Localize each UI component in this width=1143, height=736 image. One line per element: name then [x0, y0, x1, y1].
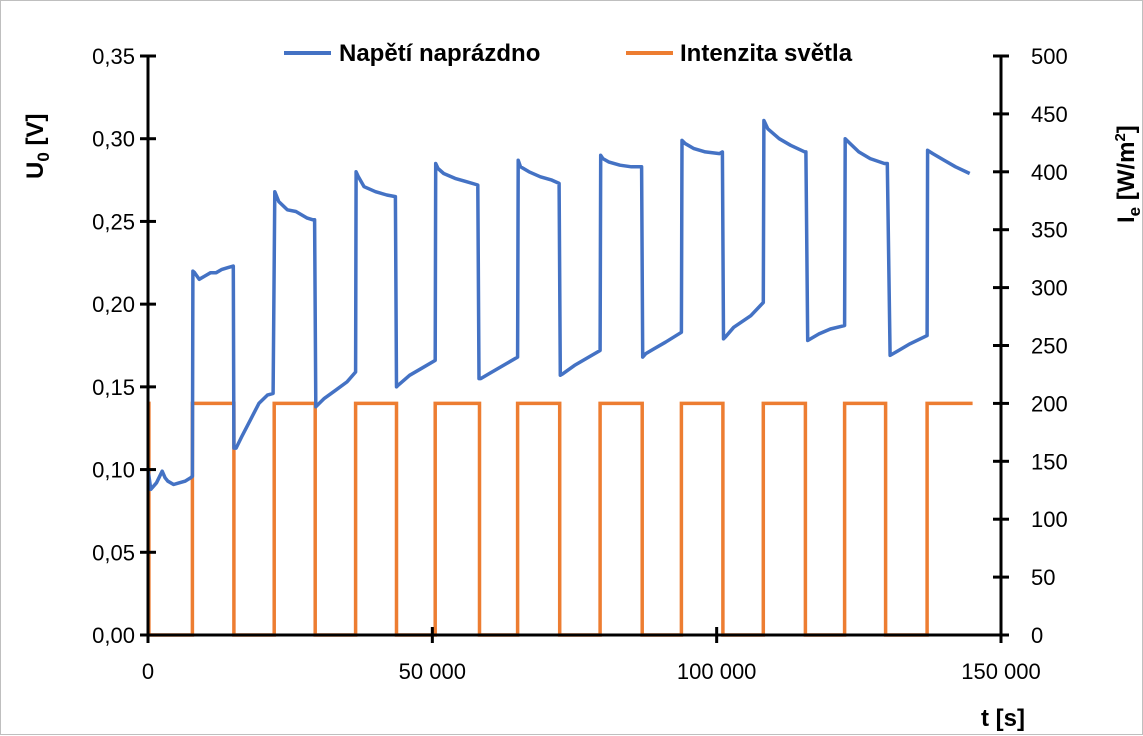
labels-layer: 0,00 0,05 0,10 0,15 0,20 0,25 0,30 0,35 0 50 100 15… [92, 44, 1068, 684]
left-axis-title-sub: 0 [34, 152, 53, 161]
left-tick-label: 0,10 [92, 458, 135, 483]
right-tick-label: 500 [1031, 44, 1068, 69]
series-line-light-intensity [147, 401, 973, 637]
axes-layer [140, 54, 1009, 643]
left-tick-label: 0,05 [92, 540, 135, 565]
right-axis-title-sub: e [1125, 207, 1143, 216]
right-axis-title-end: ] [1113, 125, 1140, 133]
right-axis-title-tail: [W/m [1113, 142, 1140, 207]
right-tick-label: 300 [1031, 276, 1068, 301]
x-tick-label: 100 000 [677, 659, 757, 684]
left-tick-label: 0,25 [92, 209, 135, 234]
left-tick-label: 0,30 [92, 127, 135, 152]
x-axis-title: t [s] [981, 705, 1025, 732]
left-tick-label: 0,35 [92, 44, 135, 69]
x-tick-label: 50 000 [399, 659, 466, 684]
right-tick-label: 100 [1031, 507, 1068, 532]
right-axis-title: Ie [W/m2] [1112, 125, 1143, 223]
right-tick-label: 350 [1031, 218, 1068, 243]
right-tick-label: 200 [1031, 391, 1068, 416]
x-tick-label: 150 000 [961, 659, 1041, 684]
left-axis-title: U0 [V] [22, 114, 53, 179]
right-tick-label: 150 [1031, 449, 1068, 474]
series-line-voltage [146, 118, 971, 492]
right-tick-label: 50 [1031, 565, 1055, 590]
legend: Napětí naprázdno Intenzita světla [284, 40, 853, 67]
left-tick-label: 0,15 [92, 375, 135, 400]
right-tick-label: 0 [1031, 623, 1043, 648]
left-axis-title-main: U [22, 162, 49, 179]
left-axis-title-tail: [V] [22, 114, 49, 153]
right-tick-label: 400 [1031, 160, 1068, 185]
legend-label-voltage: Napětí naprázdno [339, 40, 540, 67]
right-tick-label: 250 [1031, 334, 1068, 359]
right-axis-title-sup: 2 [1112, 133, 1129, 141]
x-tick-label: 0 [142, 659, 154, 684]
right-tick-label: 450 [1031, 102, 1068, 127]
legend-label-light-intensity: Intenzita světla [680, 40, 853, 67]
right-axis-title-main: I [1113, 216, 1140, 223]
left-tick-label: 0,20 [92, 292, 135, 317]
left-tick-label: 0,00 [92, 623, 135, 648]
series-layer [146, 118, 973, 637]
